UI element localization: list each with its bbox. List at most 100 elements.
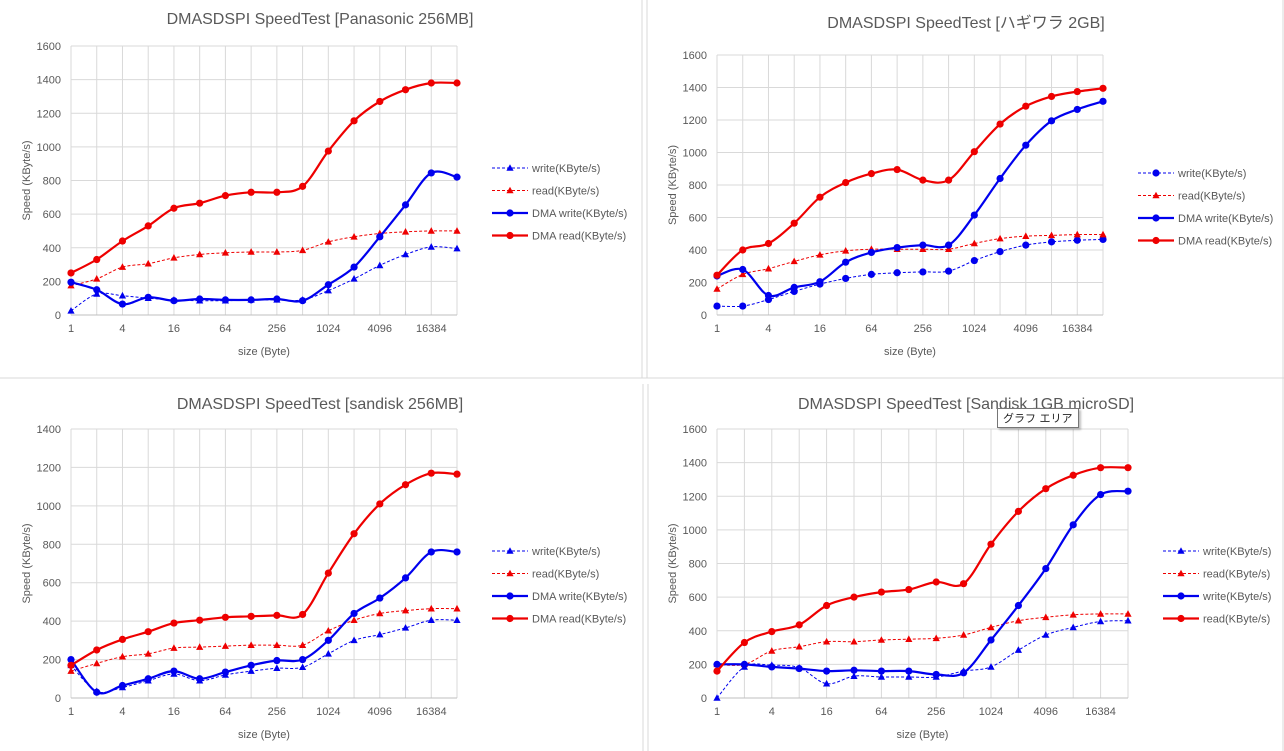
data-point	[299, 641, 307, 648]
data-point	[324, 286, 332, 294]
data-point	[93, 659, 101, 667]
data-point	[1097, 464, 1105, 472]
series-line	[70, 170, 458, 306]
data-point	[960, 631, 968, 638]
y-tick-label: 1400	[683, 458, 707, 470]
data-point	[945, 241, 953, 249]
legend-label: DMA write(KByte/s)	[532, 208, 627, 220]
data-point	[324, 281, 332, 289]
y-tick-label: 800	[689, 180, 707, 192]
data-point	[350, 263, 358, 271]
data-point	[1097, 610, 1105, 617]
series-2[interactable]	[713, 610, 1132, 668]
x-tick-label: 1024	[979, 706, 1003, 718]
x-tick-label: 1024	[316, 323, 340, 335]
legend-entry: write(KByte/s)	[492, 546, 600, 558]
x-tick-label: 256	[268, 323, 286, 335]
series-4[interactable]	[713, 464, 1132, 675]
data-point	[867, 270, 876, 278]
series-3[interactable]	[713, 97, 1107, 300]
legend-label: read(KByte/s)	[1203, 569, 1270, 581]
legend-label: write(KByte/s)	[1177, 168, 1246, 180]
x-tick-label: 1	[68, 706, 74, 718]
data-point	[453, 470, 461, 478]
chart-panel-3[interactable]: DMASDSPI SpeedTest [sandisk 256MB] 0 200 40…	[21, 396, 627, 741]
data-point	[768, 647, 776, 654]
series-1[interactable]	[67, 616, 461, 695]
data-point	[376, 261, 384, 269]
data-point	[221, 642, 229, 649]
series-4[interactable]	[67, 79, 461, 277]
data-point	[170, 667, 178, 675]
y-tick-label: 1000	[683, 525, 707, 537]
data-point	[867, 170, 876, 178]
data-point	[247, 612, 255, 620]
data-point	[247, 661, 255, 669]
chart-title: DMASDSPI SpeedTest [Panasonic 256MB]	[167, 11, 474, 28]
data-point	[247, 296, 255, 304]
y-tick-label: 200	[43, 276, 61, 288]
data-point	[905, 635, 913, 642]
y-tick-label: 1200	[683, 491, 707, 503]
data-point	[93, 255, 101, 264]
data-point	[1099, 230, 1107, 238]
data-point	[893, 243, 901, 252]
data-point	[1047, 92, 1056, 101]
data-point	[401, 201, 410, 209]
x-axis-label: size (Byte)	[238, 729, 290, 741]
x-tick-label: 16384	[1062, 323, 1093, 335]
chart-panel-2[interactable]: DMASDSPI SpeedTest [ハギワラ 2GB] 0 200 400 600 8…	[667, 14, 1273, 358]
y-tick-label: 0	[701, 693, 707, 705]
series-3[interactable]	[67, 169, 461, 308]
y-tick-label: 1000	[37, 501, 61, 513]
y-tick-label: 200	[43, 655, 61, 667]
legend-entry: read(KByte/s)	[492, 186, 599, 198]
data-point	[376, 609, 384, 617]
data-point	[795, 642, 803, 650]
data-point	[1099, 84, 1107, 92]
data-point	[740, 660, 749, 668]
data-point	[299, 297, 307, 305]
data-point	[376, 594, 384, 602]
data-point	[118, 263, 127, 270]
data-point	[932, 578, 940, 586]
x-tick-label: 16	[168, 323, 180, 335]
series-4[interactable]	[67, 469, 461, 669]
x-tick-label: 4096	[1014, 323, 1038, 335]
chart-panel-1[interactable]: DMASDSPI SpeedTest [Panasonic 256MB] 0 200…	[21, 11, 627, 358]
series-4[interactable]	[713, 84, 1107, 279]
legend-marker	[506, 614, 514, 623]
data-point	[401, 606, 410, 614]
data-point	[401, 86, 410, 94]
series-3[interactable]	[67, 548, 461, 696]
data-point	[453, 548, 461, 556]
legend-label: write(KByte/s)	[531, 546, 600, 558]
data-point	[299, 663, 307, 671]
data-point	[816, 278, 824, 286]
series-3[interactable]	[713, 487, 1132, 679]
data-point	[401, 250, 410, 258]
data-point	[987, 623, 995, 631]
data-point	[1124, 487, 1132, 495]
series-2[interactable]	[713, 230, 1107, 292]
legend-entry: write(KByte/s)	[492, 163, 600, 175]
series-2[interactable]	[67, 227, 461, 289]
y-tick-label: 600	[43, 578, 61, 590]
data-point	[453, 616, 461, 623]
series-2[interactable]	[67, 604, 461, 674]
legend-label: DMA read(KByte/s)	[532, 231, 626, 243]
data-point	[1047, 231, 1056, 239]
data-point	[1022, 141, 1030, 149]
data-point	[850, 666, 858, 674]
data-point	[919, 176, 927, 184]
legend-marker	[506, 209, 514, 217]
data-point	[376, 500, 384, 508]
data-point	[1124, 610, 1132, 617]
data-point	[1069, 471, 1077, 479]
chart-panel-4[interactable]: DMASDSPI SpeedTest [Sandisk 1GB microSD]…	[667, 396, 1271, 741]
series-line	[70, 230, 458, 287]
data-point	[67, 667, 75, 674]
series-line	[70, 608, 458, 672]
data-point	[453, 244, 461, 252]
data-point	[996, 174, 1004, 183]
